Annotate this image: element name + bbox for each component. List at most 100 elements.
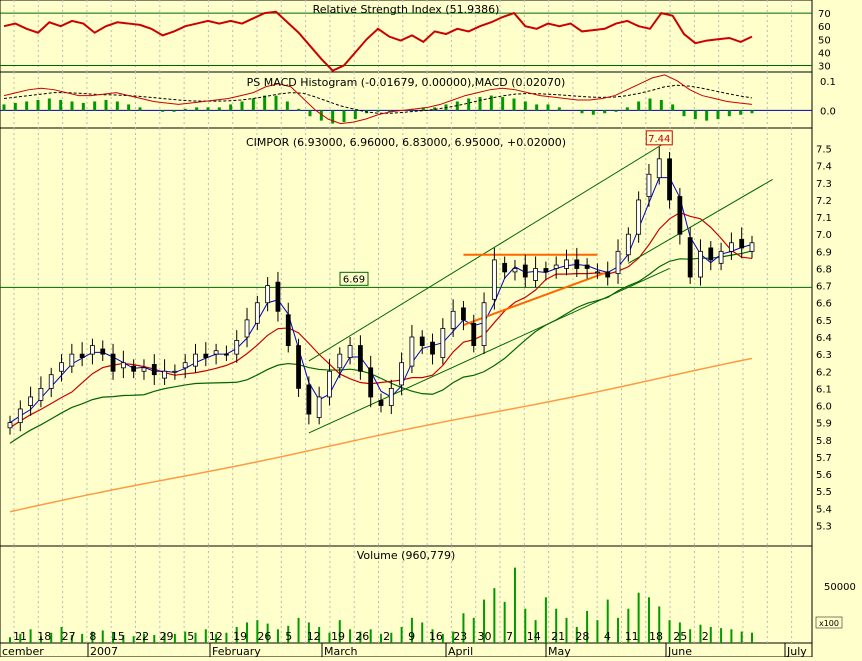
x-month-label: 2007	[90, 645, 118, 657]
peak-label: 7.44	[648, 134, 670, 145]
candle-body	[254, 302, 260, 324]
price-tick-label: 5.9	[816, 419, 832, 430]
candle-body	[131, 365, 137, 372]
candle-body	[275, 281, 281, 312]
x-day-label: 11	[13, 630, 27, 643]
x-day-label: 23	[453, 630, 467, 643]
candle-body	[636, 199, 642, 235]
candle-body	[399, 362, 405, 386]
candle-body	[625, 233, 631, 256]
rising-support-line	[463, 270, 609, 326]
candle-body	[564, 259, 569, 269]
candle-body	[193, 353, 198, 367]
price-tick-label: 7.0	[816, 230, 832, 241]
candle-body	[440, 328, 446, 358]
candle-body	[409, 336, 415, 367]
price-title: CIMPOR (6.93000, 6.96000, 6.83000, 6.950…	[246, 136, 566, 149]
x-day-label: 8	[89, 630, 96, 643]
rsi-title: Relative Strength Index (51.9386)	[313, 3, 500, 16]
price-tick-label: 5.3	[816, 521, 832, 532]
volume-unit-box	[815, 616, 843, 629]
candle-body	[110, 353, 116, 372]
candle-body	[327, 370, 332, 398]
rsi-tick-label: 50	[818, 35, 831, 46]
x-day-label: 28	[575, 630, 589, 643]
candle-body	[7, 422, 13, 429]
volume-unit-label: x100	[819, 619, 839, 628]
x-month-label: March	[324, 645, 358, 657]
x-day-label: 18	[37, 630, 51, 643]
candle-body	[512, 268, 518, 273]
candle-body	[522, 264, 528, 278]
candle-body	[38, 387, 44, 401]
rsi-tick-label: 60	[818, 22, 831, 33]
x-month-label: June	[667, 645, 692, 657]
candle-body	[120, 362, 126, 369]
candle-body	[595, 271, 600, 274]
candle-body	[677, 196, 683, 235]
x-day-label: 19	[331, 630, 345, 643]
x-day-label: 2	[383, 630, 390, 643]
price-tick-label: 6.2	[816, 367, 832, 378]
candle-body	[481, 302, 487, 346]
price-tick-label: 6.5	[816, 316, 832, 327]
candle-body	[347, 345, 353, 358]
candle-body	[59, 362, 64, 372]
x-month-label: April	[448, 645, 473, 657]
price-tick-label: 6.3	[816, 350, 832, 361]
rsi-tick-label: 40	[818, 48, 831, 59]
candle-body	[430, 341, 435, 355]
price-tick-label: 5.4	[816, 504, 832, 515]
x-day-label: 4	[604, 630, 611, 643]
rsi-line	[3, 10, 753, 72]
rsi-tick-label: 30	[818, 61, 831, 72]
x-month-label: February	[212, 645, 261, 657]
candle-body	[718, 250, 724, 264]
ma-long-line	[9, 250, 753, 444]
candle-body	[615, 250, 621, 275]
candle-body	[667, 158, 672, 201]
candle-body	[502, 262, 508, 273]
rsi-tick-label: 70	[818, 9, 831, 20]
candle-body	[162, 370, 167, 379]
volume-tick-label: 50000	[824, 582, 856, 593]
support-label: 6.69	[343, 274, 365, 285]
candle-body	[698, 250, 703, 278]
upper-channel-line	[308, 139, 670, 362]
candle-body	[244, 319, 250, 338]
price-tick-label: 7.2	[816, 196, 832, 207]
candle-body	[419, 336, 425, 346]
candle-body	[234, 340, 240, 355]
price-tick-label: 6.9	[816, 247, 832, 258]
price-tick-label: 6.8	[816, 264, 832, 275]
x-day-label: 22	[135, 630, 149, 643]
candle-body	[461, 307, 466, 321]
x-day-label: 19	[233, 630, 247, 643]
volume-layer	[9, 567, 753, 643]
candle-body	[17, 408, 23, 424]
macd-title: PS MACD Histogram (-0.01679, 0.00000),MA…	[247, 76, 566, 89]
x-month-label: July	[786, 645, 807, 657]
price-tick-label: 6.7	[816, 282, 832, 293]
x-month-label: cember	[2, 645, 44, 657]
candle-body	[533, 268, 538, 281]
price-tick-label: 6.6	[816, 299, 832, 310]
x-day-label: 11	[625, 630, 639, 643]
candle-body	[646, 173, 652, 197]
candle-body	[203, 353, 209, 358]
x-day-label: 30	[478, 630, 492, 643]
candle-body	[708, 247, 714, 261]
x-day-label: 9	[408, 630, 415, 643]
candle-body	[224, 353, 229, 356]
candle-body	[543, 268, 549, 273]
x-day-label: 25	[673, 630, 687, 643]
candle-body	[357, 345, 363, 372]
price-tick-label: 5.7	[816, 453, 832, 464]
x-day-label: 26	[355, 630, 369, 643]
volume-title: Volume (960,779)	[357, 549, 455, 562]
price-tick-label: 7.5	[816, 145, 832, 156]
candle-body	[69, 353, 75, 367]
candle-body	[90, 345, 95, 355]
